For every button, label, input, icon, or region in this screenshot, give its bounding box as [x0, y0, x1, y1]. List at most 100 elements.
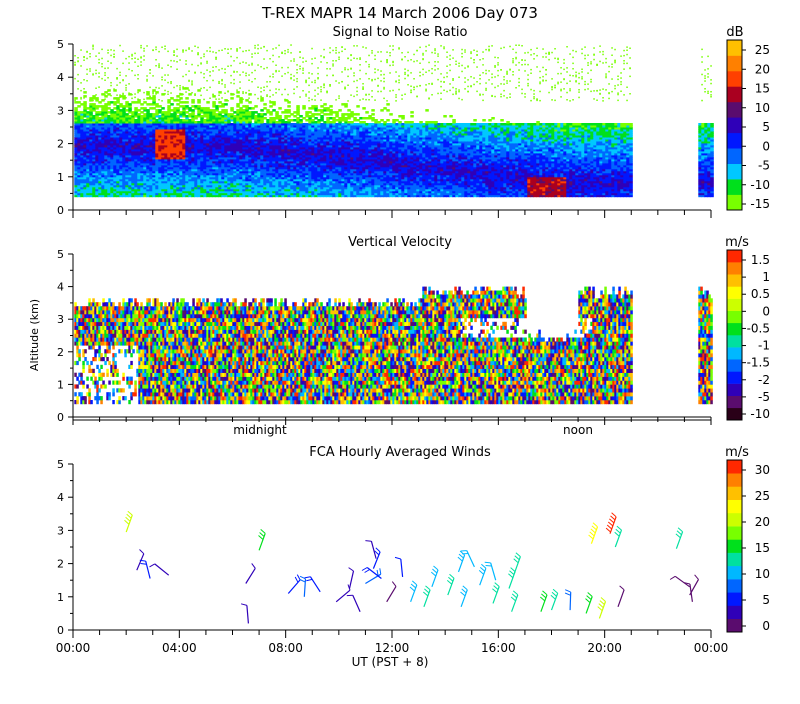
wind-barb-flag [670, 576, 675, 579]
colorbar-tick-label: 1 [762, 270, 770, 284]
wind-barb-flag [140, 550, 144, 554]
wind-barb-flag [565, 590, 571, 592]
wind-barb [676, 532, 682, 549]
wind-barb-flag [607, 525, 612, 529]
wind-barb [387, 586, 396, 601]
wind-barb-flag [461, 592, 466, 596]
colorbar-swatch [727, 396, 742, 408]
x-axis-label: UT (PST + 8) [352, 655, 429, 669]
wind-barb [155, 564, 169, 575]
y-tick-label: 2 [57, 138, 64, 151]
colorbar-swatch [727, 195, 742, 211]
wind-barb-flag [514, 559, 519, 563]
colorbar-tick-label: 20 [755, 515, 770, 529]
wind-barb-flag [426, 586, 431, 590]
colorbar-tick-label: 0 [762, 619, 770, 633]
wind-barb [350, 571, 354, 589]
colorbar-swatch [727, 250, 742, 262]
wind-barb-flag [511, 568, 515, 572]
wind-barb [432, 570, 438, 587]
snr-heatmap [74, 44, 714, 197]
y-tick-label: 2 [57, 558, 64, 571]
wind-barb [247, 605, 249, 623]
colorbar-swatch [727, 460, 742, 474]
wind-barb-flag [127, 514, 132, 518]
wind-barb-flag [511, 597, 515, 601]
colorbar-tick-label: 1.5 [751, 253, 770, 267]
wind-barb-flag [588, 593, 593, 597]
wind-barb-flag [553, 589, 558, 593]
wind-barb-flag [362, 568, 367, 571]
colorbar-tick-label: -2 [758, 373, 770, 387]
wind-barb-flag [128, 511, 133, 515]
colorbar-swatch [727, 148, 742, 164]
colorbar-swatch [727, 274, 742, 286]
wind-barb-flag [480, 567, 485, 571]
wind-barb-flag [678, 528, 683, 532]
colorbar-swatch [727, 473, 742, 487]
wind-barb-flag [589, 535, 594, 539]
wind-barb-flag [541, 594, 546, 598]
wind-barb-flag [512, 594, 517, 598]
wind-barb-flag [410, 587, 415, 591]
colorbar-tick-label: 30 [755, 463, 770, 477]
winds-colorbar-unit: m/s [725, 445, 749, 460]
colorbar-swatch [727, 384, 742, 396]
y-tick-label: 1 [57, 591, 64, 604]
y-tick-label: 5 [57, 248, 64, 261]
x-tick-label: 00:00 [694, 641, 729, 655]
colorbar-swatch [727, 513, 742, 527]
wind-barb-flag [551, 595, 556, 599]
wind-barb [493, 587, 499, 604]
wind-barb-flag [463, 586, 468, 590]
wind-barb-flag [515, 556, 520, 560]
wind-barb-flag [300, 580, 305, 583]
colorbar-tick-label: -0.5 [747, 321, 770, 335]
wind-barb-flag [510, 571, 515, 575]
y-tick-label: 0 [57, 624, 64, 637]
wind-barb [448, 578, 454, 595]
wind-barb-flag [612, 513, 617, 517]
wind-barb-flag [297, 575, 300, 580]
colorbar-tick-label: 10 [755, 567, 770, 581]
wind-barb-flag [601, 598, 606, 602]
wind-barb-flag [380, 568, 381, 574]
colorbar-tick-label: -10 [750, 178, 770, 192]
snr-colorbar-unit: dB [726, 25, 743, 40]
wind-barb-flag [459, 554, 464, 558]
y-tick-label: 2 [57, 346, 64, 359]
colorbar-swatch [727, 526, 742, 540]
wind-barb-flag [587, 596, 592, 600]
y-tick-label: 4 [57, 71, 64, 84]
wind-barb-flag [392, 582, 396, 587]
colorbar-swatch [727, 566, 742, 580]
y-tick-label: 5 [57, 38, 64, 51]
colorbar-swatch [727, 286, 742, 298]
wind-barb-flag [615, 532, 620, 536]
wind-barb-flag [552, 592, 557, 596]
wind-barb-flag [306, 579, 312, 580]
wind-barb-flag [508, 574, 513, 578]
colorbar-tick-label: 5 [762, 120, 770, 134]
x-tick-label: 08:00 [268, 641, 303, 655]
colorbar-tick-label: -5 [758, 390, 770, 404]
wind-barb-flag [260, 533, 265, 537]
wind-barb-flag [349, 568, 354, 571]
wind-barb-flag [424, 589, 429, 593]
wind-barb [137, 554, 144, 571]
wind-barb [552, 593, 558, 610]
colorbar-tick-label: -1.5 [747, 356, 770, 370]
wind-barb-flag [695, 575, 699, 580]
wind-barb [618, 590, 624, 607]
wind-barb-flag [423, 592, 428, 596]
wind-barb-flag [513, 591, 518, 595]
wind-barb-flag [586, 599, 591, 603]
wind-barb-flag [620, 586, 625, 590]
y-tick-label: 4 [57, 491, 64, 504]
colorbar-swatch [727, 487, 742, 501]
wind-barb-flag [305, 577, 311, 578]
colorbar-tick-label: 25 [755, 489, 770, 503]
colorbar-tick-label: -10 [750, 407, 770, 421]
wind-barb-flag [486, 566, 492, 567]
wind-barb [514, 557, 520, 574]
